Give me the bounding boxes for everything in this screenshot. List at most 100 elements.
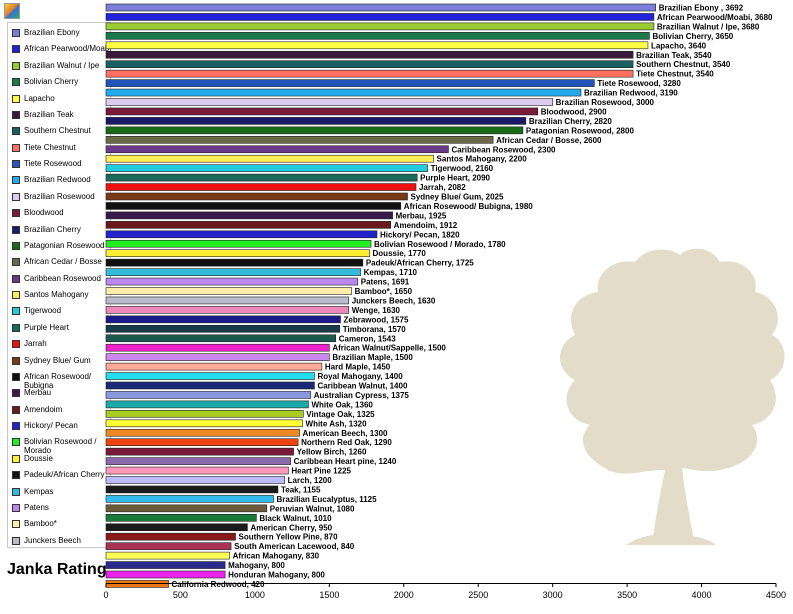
bar xyxy=(105,50,634,59)
bar-data-label: Yellow Birch, 1260 xyxy=(297,448,367,457)
legend-swatch xyxy=(12,454,20,463)
legend-swatch xyxy=(12,291,20,299)
bar-data-label: Cameron, 1543 xyxy=(339,334,396,343)
bar xyxy=(105,41,649,50)
bar xyxy=(105,249,370,257)
legend-label: Tiete Chestnut xyxy=(24,142,76,152)
bar-data-label: Bamboo*, 1650 xyxy=(355,287,413,296)
legend-item: African Pearwood/Moabi xyxy=(12,44,112,54)
legend-swatch xyxy=(12,520,20,529)
bar xyxy=(105,391,312,399)
bar-data-label: Heart Pine 1225 xyxy=(291,467,351,476)
legend-item: Brazilian Walnut / Ipe xyxy=(12,61,112,70)
bar-data-label: South American Lacewood, 840 xyxy=(234,542,355,551)
bar-data-label: Hard Maple, 1450 xyxy=(325,363,391,372)
bar-data-label: Black Walnut, 1010 xyxy=(259,514,332,523)
bar xyxy=(105,542,232,550)
bar xyxy=(105,60,634,69)
legend-item: Padeuk/African Cherry xyxy=(12,470,112,480)
bar xyxy=(105,485,279,494)
legend-label: Doussie xyxy=(24,453,53,463)
bar xyxy=(105,287,352,295)
legend-item: Jarrah xyxy=(12,339,112,349)
legend-swatch xyxy=(12,438,20,447)
legend-swatch xyxy=(12,307,20,316)
legend-swatch xyxy=(12,45,20,54)
legend-label: Padeuk/African Cherry xyxy=(24,470,105,480)
bar xyxy=(105,211,393,220)
bar xyxy=(105,561,226,569)
legend-item: Merbau xyxy=(12,388,112,398)
bar-data-label: Sydney Blue/ Gum, 2025 xyxy=(411,193,504,202)
bar xyxy=(105,513,257,522)
bar xyxy=(105,570,226,579)
legend-swatch xyxy=(12,192,20,201)
bar xyxy=(105,447,294,456)
bar-data-label: Mahogany, 800 xyxy=(228,561,285,570)
chart-app-icon[interactable] xyxy=(4,3,20,19)
bar-data-label: Brazilian Cherry, 2820 xyxy=(529,117,613,126)
legend-swatch xyxy=(12,471,20,480)
x-tick-label: 3500 xyxy=(617,590,637,600)
legend-swatch xyxy=(12,422,20,430)
legend-label: Bloodwood xyxy=(24,208,64,218)
legend-swatch xyxy=(12,372,20,381)
bar xyxy=(105,476,285,484)
legend-label: Patagonian Rosewood xyxy=(24,240,105,250)
legend-item: Amendoim xyxy=(12,405,112,414)
bar-data-label: Brazilian Rosewood, 3000 xyxy=(556,98,655,107)
bar xyxy=(105,107,539,116)
legend-swatch xyxy=(12,61,20,70)
bar xyxy=(105,69,634,78)
legend-label: Brazilian Rosewood xyxy=(24,191,95,201)
legend-label: Southern Chestnut xyxy=(24,126,91,136)
bar-data-label: American Cherry, 950 xyxy=(250,523,332,532)
bar xyxy=(105,88,582,97)
x-tick-label: 4500 xyxy=(766,590,786,600)
bar xyxy=(105,145,449,154)
legend-label: Brazilian Teak xyxy=(24,109,74,119)
bar-data-label: Teak, 1155 xyxy=(281,485,321,494)
bar xyxy=(105,343,330,352)
chart-legend: Brazilian Ebony African Pearwood/Moabi Bra… xyxy=(7,22,111,548)
bar xyxy=(105,202,402,210)
legend-label: Santos Mahogany xyxy=(24,290,89,299)
x-tick-label: 0 xyxy=(103,590,108,600)
bar-data-label: Patens, 1691 xyxy=(361,278,410,287)
legend-item: Lapacho xyxy=(12,94,112,103)
legend-item: African Rosewood/ Bubigna xyxy=(12,372,112,390)
legend-item: Bamboo* xyxy=(12,519,112,529)
legend-swatch xyxy=(12,258,20,267)
bar-data-label: Brazilian Redwood, 3190 xyxy=(584,89,678,98)
legend-item: Santos Mahogany xyxy=(12,290,112,299)
x-tick-label: 1000 xyxy=(245,590,265,600)
bar xyxy=(105,268,361,276)
legend-swatch xyxy=(12,405,20,414)
legend-label: Patens xyxy=(24,502,49,512)
x-tick-label: 3000 xyxy=(543,590,563,600)
bar-data-label: Brazilian Teak, 3540 xyxy=(636,51,712,60)
bar-data-label: Northern Red Oak, 1290 xyxy=(301,438,392,447)
bar xyxy=(105,353,330,361)
bar xyxy=(105,551,230,560)
legend-label: Sydney Blue/ Gum xyxy=(24,355,91,365)
legend-swatch xyxy=(12,323,20,332)
legend-swatch xyxy=(12,536,20,545)
bar-data-label: Brazilian Ebony , 3692 xyxy=(659,4,744,13)
legend-item: Purple Heart xyxy=(12,323,112,332)
legend-item: Caribbean Rosewood xyxy=(12,274,112,283)
x-tick-label: 500 xyxy=(173,590,188,600)
legend-item: Brazilian Ebony xyxy=(12,28,112,37)
bar-data-label: Brazilian Maple, 1500 xyxy=(332,353,413,362)
bar-data-label: Caribbean Rosewood, 2300 xyxy=(451,145,556,154)
bar-data-label: Lapacho, 3640 xyxy=(651,41,707,50)
bar xyxy=(105,98,553,106)
bar xyxy=(105,334,337,343)
legend-swatch xyxy=(12,127,20,136)
legend-label: Tigerwood xyxy=(24,306,62,316)
legend-swatch xyxy=(12,274,20,283)
bar-data-label: Tiete Chestnut, 3540 xyxy=(636,70,714,79)
bar xyxy=(105,126,524,135)
legend-label: Purple Heart xyxy=(24,322,69,332)
bar xyxy=(105,457,291,465)
